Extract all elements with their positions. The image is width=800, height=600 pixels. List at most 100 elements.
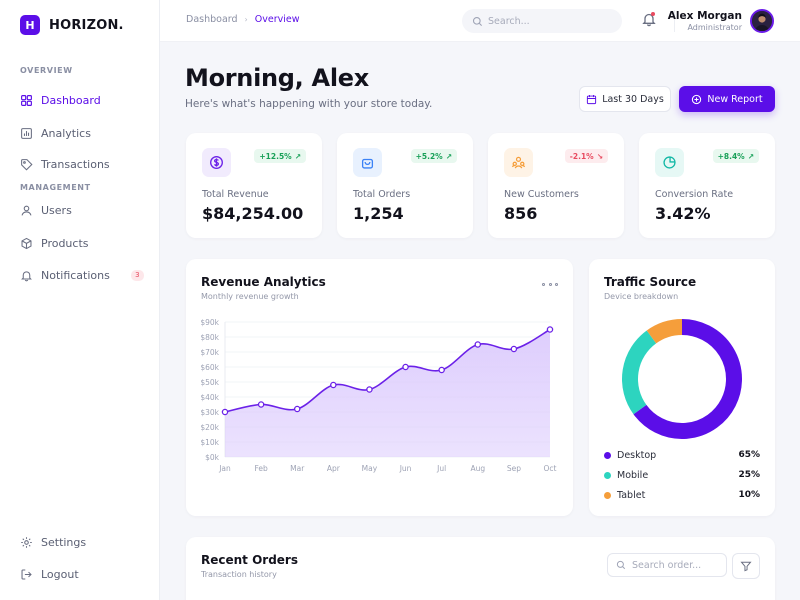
new-report-button[interactable]: New Report	[679, 86, 775, 112]
sidebar-item-label: Analytics	[41, 126, 91, 140]
stat-label: New Customers	[504, 189, 579, 200]
order-search-input[interactable]	[632, 559, 722, 571]
sidebar-item-label: Users	[41, 203, 72, 217]
logo-text: HORIZON.	[49, 17, 124, 33]
card-title: Recent Orders	[201, 553, 298, 567]
bell-icon	[21, 270, 32, 281]
filter-icon	[740, 561, 752, 572]
stat-change-badge: +12.5% ↗	[254, 149, 306, 163]
data-point	[546, 326, 554, 333]
y-tick-label: $70k	[200, 348, 219, 357]
user-name: Alex Morgan	[667, 10, 742, 22]
stat-card-orders: +5.2% ↗ Total Orders 1,254	[337, 133, 473, 238]
legend-item-tablet: Tablet 10%	[604, 488, 760, 502]
data-point	[221, 408, 229, 416]
data-point	[330, 381, 337, 389]
breadcrumb: Dashboard › Overview	[186, 14, 299, 25]
legend-item-mobile: Mobile 25%	[604, 468, 760, 482]
stat-card-customers: -2.1% ↘ New Customers 856	[488, 133, 624, 238]
sidebar-item-dashboard[interactable]: Dashboard	[12, 87, 148, 113]
stat-change-text: +12.5%	[259, 151, 292, 161]
arrow-up-right-icon: ↗	[445, 151, 452, 161]
sidebar-item-label: Dashboard	[41, 93, 101, 107]
y-tick-label: $10k	[200, 438, 219, 447]
header-divider	[674, 10, 675, 32]
y-tick-label: $0k	[205, 453, 220, 462]
search-input[interactable]	[488, 15, 608, 27]
data-point	[510, 345, 518, 353]
arrow-up-right-icon: ↗	[294, 151, 301, 161]
sidebar-item-transactions[interactable]: Transactions	[12, 151, 148, 177]
x-tick-label: May	[362, 464, 378, 473]
legend-dot	[604, 451, 611, 459]
stat-value: 1,254	[353, 204, 404, 223]
stat-label: Total Orders	[353, 189, 411, 200]
traffic-donut-chart	[622, 319, 742, 439]
users-icon	[21, 205, 32, 216]
breadcrumb-dashboard[interactable]: Dashboard	[186, 14, 238, 25]
sidebar-item-label: Products	[41, 236, 89, 250]
pie-chart-icon	[663, 156, 676, 169]
chevron-right-icon: ›	[244, 15, 248, 24]
x-tick-label: Jan	[218, 464, 231, 473]
avatar[interactable]	[750, 9, 774, 33]
search-icon	[616, 560, 626, 570]
sidebar-item-label: Transactions	[41, 157, 110, 171]
donut-slice-desktop	[633, 319, 742, 439]
recent-orders-card: Recent Orders Transaction history	[186, 537, 775, 600]
card-subtitle: Monthly revenue growth	[201, 292, 299, 301]
card-subtitle: Transaction history	[201, 570, 277, 579]
sidebar-item-label: Logout	[41, 567, 79, 581]
box-icon	[21, 237, 32, 249]
sidebar-item-logout[interactable]: Logout	[12, 561, 148, 587]
avatar-image	[752, 11, 772, 31]
sidebar-item-products[interactable]: Products	[12, 230, 148, 256]
x-tick-label: Feb	[254, 464, 268, 473]
top-bar: Dashboard › Overview Alex Morgan Adminis…	[160, 0, 800, 42]
grid-icon	[21, 94, 32, 106]
card-title: Traffic Source	[604, 275, 697, 289]
dot	[555, 282, 558, 286]
sidebar-item-analytics[interactable]: Analytics	[12, 120, 148, 146]
breadcrumb-overview: Overview	[254, 14, 300, 25]
logout-icon	[21, 569, 32, 579]
sidebar-item-notifications[interactable]: Notifications 3	[12, 262, 148, 288]
unread-dot	[651, 12, 655, 16]
logo[interactable]: H HORIZON.	[20, 15, 124, 35]
new-report-label: New Report	[707, 93, 763, 105]
stat-card-conversion: +8.4% ↗ Conversion Rate 3.42%	[639, 133, 775, 238]
sidebar-item-label: Settings	[41, 535, 87, 549]
notifications-button[interactable]	[641, 11, 657, 27]
more-options-button[interactable]	[542, 279, 558, 289]
arrow-down-right-icon: ↘	[596, 151, 603, 161]
legend-label: Desktop	[617, 449, 657, 461]
search-icon	[472, 16, 483, 26]
legend-value: 25%	[738, 470, 760, 480]
plus-circle-icon	[692, 94, 702, 104]
legend-item-desktop: Desktop 65%	[604, 448, 760, 462]
legend-label: Tablet	[617, 489, 646, 501]
x-tick-label: Apr	[327, 464, 341, 473]
order-search[interactable]	[607, 553, 727, 577]
x-tick-label: Oct	[544, 464, 557, 473]
global-search[interactable]	[462, 9, 622, 33]
data-point	[257, 401, 265, 408]
sidebar-item-users[interactable]: Users	[12, 197, 148, 223]
tag-icon	[21, 158, 33, 171]
data-point	[438, 366, 445, 374]
filter-button[interactable]	[732, 553, 760, 579]
dollar-icon	[210, 156, 223, 169]
stat-value: 856	[504, 204, 538, 223]
stat-icon-wrap	[202, 148, 231, 177]
revenue-analytics-card: $0k $10k $20k $30k $40k $50k $60k $70k $80k $90k J…	[186, 259, 573, 516]
arrow-up-right-icon: ↗	[747, 151, 754, 161]
data-point	[402, 363, 409, 371]
stat-label: Conversion Rate	[655, 189, 734, 200]
traffic-source-card: Traffic Source Device breakdown Desktop …	[589, 259, 775, 516]
legend-value: 10%	[738, 490, 760, 500]
stat-change-badge: +8.4% ↗	[712, 149, 759, 163]
sidebar-item-settings[interactable]: Settings	[12, 529, 148, 555]
donut-slice-mobile	[622, 330, 657, 415]
date-range-button[interactable]: Last 30 Days	[579, 86, 671, 112]
gear-icon	[21, 536, 32, 548]
